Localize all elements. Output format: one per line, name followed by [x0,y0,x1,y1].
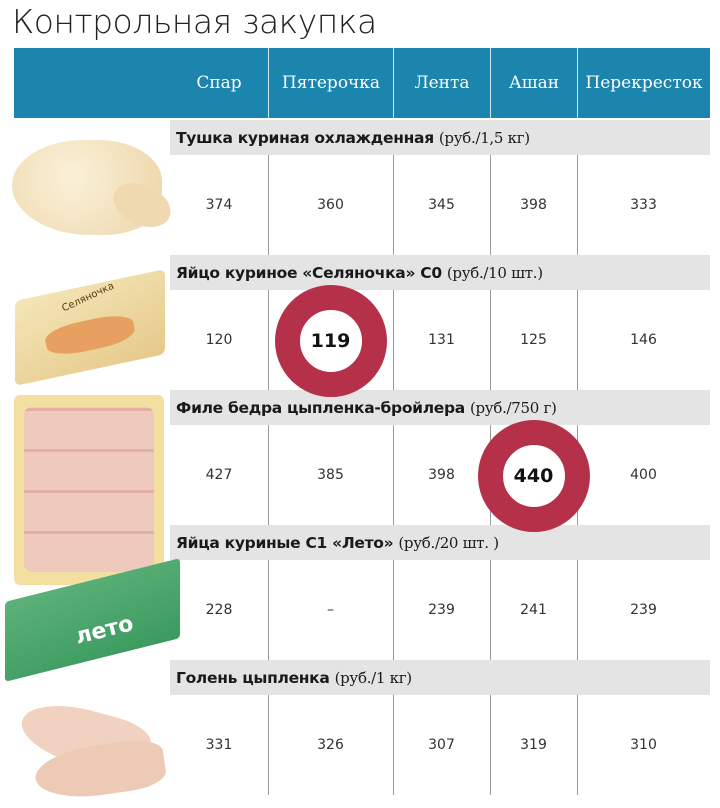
price-cell: 333 [630,197,657,213]
product-unit: (руб./10 шт.) [446,263,543,282]
lowest-price-highlight: 440 [477,420,590,532]
product-title: Голень цыпленка (руб./1 кг) [170,660,710,695]
column-divider [268,290,269,390]
column-divider [393,425,394,525]
chicken-drumsticks-image [5,690,170,805]
price-cell: 120 [205,332,233,348]
column-divider [268,560,269,660]
product-unit: (руб./750 г) [469,398,557,417]
price-cell: 326 [317,737,344,753]
product-title: Яйцо куриное «Селяночка» С0 (руб./10 шт.) [170,255,710,290]
price-cell: 319 [520,737,547,753]
price-cell: – [327,602,334,618]
egg-carton-leto-image: лето [0,558,185,682]
product-section: Тушка куриная охлажденная (руб./1,5 кг) 37… [0,120,720,255]
column-divider [490,155,491,255]
column-header: Пятерочка [268,48,393,118]
column-divider [268,695,269,795]
price-cell: 241 [520,602,547,618]
product-name: Яйцо куриное «Селяночка» С0 [176,263,442,282]
price-cell: 310 [630,737,657,753]
product-title: Филе бедра цыпленка-бройлера (руб./750 г) [170,390,710,425]
price-cell: 125 [520,332,547,348]
page-title: Контрольная закупка [12,2,377,41]
price-cell: 385 [317,467,344,483]
column-divider [393,155,394,255]
column-divider [393,560,394,660]
column-divider [268,425,269,525]
product-name: Филе бедра цыпленка-бройлера [176,398,465,417]
column-divider [577,155,578,255]
price-cell: 374 [205,197,233,213]
product-unit: (руб./20 шт. ) [398,533,499,552]
price-cell: 400 [630,467,657,483]
column-divider [490,560,491,660]
column-divider [393,290,394,390]
product-name: Голень цыпленка [176,668,330,687]
column-header: Спар [196,73,242,93]
product-title: Яйца куриные С1 «Лето» (руб./20 шт. ) [170,525,710,560]
column-divider [577,290,578,390]
column-header: Перекресток [577,48,710,118]
column-divider [490,695,491,795]
product-name: Тушка куриная охлажденная [176,128,434,147]
lowest-price-highlight: 119 [274,285,387,397]
product-unit: (руб./1,5 кг) [438,128,530,147]
price-cell: 398 [520,197,547,213]
price-cell: 331 [205,737,233,753]
product-section: Филе бедра цыпленка-бройлера (руб./750 г)… [0,390,720,532]
price-cell: 398 [428,467,455,483]
column-divider [490,290,491,390]
price-cell: 228 [205,602,233,618]
price-cell: 345 [428,197,455,213]
chicken-thigh-fillet-image [14,395,164,585]
column-divider [577,560,578,660]
price-cell: 360 [317,197,344,213]
price-cell: 427 [205,467,233,483]
price-cell: 239 [630,602,657,618]
product-name: Яйца куриные С1 «Лето» [176,533,394,552]
product-title: Тушка куриная охлажденная (руб./1,5 кг) [170,120,710,155]
egg-carton-selyanochka-image: Селяночка [5,269,170,390]
product-unit: (руб./1 кг) [334,668,413,687]
price-cell: 239 [428,602,455,618]
price-cell: 131 [428,332,455,348]
price-cell: 307 [428,737,455,753]
product-section: Голень цыпленка (руб./1 кг) 331 326 307 319 31… [0,660,720,795]
column-header: Лента [393,48,490,118]
product-section: Яйца куриные С1 «Лето» (руб./20 шт. ) 228 –… [0,525,720,660]
chicken-carcass-image [2,130,182,250]
table-header: Спар Пятерочка Лента Ашан Перекресток [14,48,710,118]
price-cell: 146 [630,332,657,348]
column-divider [268,155,269,255]
column-header: Ашан [490,48,577,118]
column-divider [393,695,394,795]
column-divider [577,695,578,795]
product-section: Яйцо куриное «Селяночка» С0 (руб./10 шт.)… [0,255,720,397]
